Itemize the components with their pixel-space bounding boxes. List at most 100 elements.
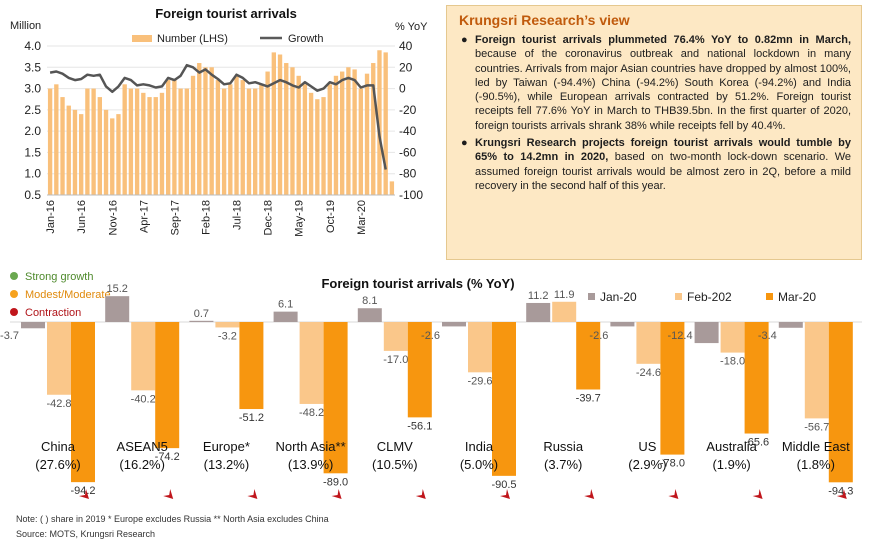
right-tick-label: 20 bbox=[399, 60, 413, 74]
bullet-dot-icon: ● bbox=[461, 137, 468, 150]
market-bar bbox=[442, 322, 466, 327]
legend-jan-label: Jan-20 bbox=[600, 290, 637, 304]
market-group: -3.7 -42.8 -94.2 China (27.6%) bbox=[0, 322, 96, 499]
legend-jan-swatch bbox=[588, 293, 595, 300]
market-bar bbox=[47, 322, 71, 395]
market-group: -2.6 -24.6 -78.0 US (2.9%) bbox=[589, 322, 685, 499]
left-tick-label: 1.5 bbox=[24, 145, 41, 159]
market-value-label: 6.1 bbox=[278, 299, 293, 311]
view-title: Krungsri Research’s view bbox=[459, 12, 630, 28]
market-name: Middle East bbox=[782, 439, 850, 454]
market-value-label: 8.1 bbox=[362, 295, 377, 307]
market-bar bbox=[576, 322, 601, 390]
contraction-arrow-icon bbox=[244, 486, 258, 499]
market-name: ASEAN5 bbox=[117, 439, 168, 454]
legend-number-swatch bbox=[132, 35, 152, 42]
market-value-label: -74.2 bbox=[155, 451, 180, 463]
market-bar bbox=[155, 322, 180, 449]
arrivals-bar bbox=[91, 88, 96, 195]
market-share: (1.8%) bbox=[797, 457, 835, 472]
market-value-label: -17.0 bbox=[383, 354, 408, 366]
market-value-label: -89.0 bbox=[323, 476, 348, 488]
market-bar bbox=[407, 322, 432, 418]
arrivals-bar bbox=[66, 105, 71, 195]
market-bar bbox=[720, 322, 745, 353]
source-line: Source: MOTS, Krungsri Research bbox=[16, 529, 155, 539]
arrivals-bar bbox=[54, 84, 59, 195]
market-bar bbox=[778, 322, 803, 328]
arrivals-bar bbox=[259, 84, 264, 195]
arrivals-bar bbox=[327, 84, 332, 195]
x-tick-label: Jan-16 bbox=[45, 200, 57, 234]
arrivals-bar bbox=[116, 114, 121, 195]
market-bar bbox=[636, 322, 661, 364]
arrivals-bar bbox=[358, 88, 363, 195]
market-share: (1.9%) bbox=[712, 457, 750, 472]
market-value-label: 15.2 bbox=[106, 283, 127, 295]
arrivals-bar bbox=[134, 88, 140, 195]
arrivals-bar bbox=[221, 88, 227, 195]
right-tick-label: -20 bbox=[399, 103, 417, 117]
contraction-arrow-icon bbox=[665, 486, 679, 499]
market-value-label: -56.1 bbox=[407, 420, 432, 432]
arrivals-bar bbox=[265, 71, 270, 195]
status-strong-label: Strong growth bbox=[25, 271, 93, 283]
market-value-label: -29.6 bbox=[467, 375, 492, 387]
x-tick-label: Nov-16 bbox=[107, 200, 119, 235]
market-share: (3.7%) bbox=[544, 457, 582, 472]
market-bar bbox=[694, 322, 719, 344]
arrivals-bar bbox=[79, 114, 84, 195]
legend-feb-swatch bbox=[675, 293, 682, 300]
market-name: CLMV bbox=[377, 439, 413, 454]
status-contraction-dot-icon bbox=[10, 308, 18, 316]
x-tick-label: Mar-20 bbox=[356, 200, 368, 235]
market-bar bbox=[323, 322, 348, 474]
status-contraction-label: Contraction bbox=[25, 307, 81, 319]
legend-mar-swatch bbox=[766, 293, 773, 300]
left-tick-label: 1.0 bbox=[24, 167, 41, 181]
market-value-label: -48.2 bbox=[299, 407, 324, 419]
market-bar bbox=[526, 302, 551, 322]
x-tick-label: Sep-17 bbox=[169, 200, 181, 235]
right-tick-label: 0 bbox=[399, 82, 406, 96]
status-strong-dot-icon bbox=[10, 272, 18, 280]
arrivals-bar bbox=[290, 67, 295, 195]
market-value-label: -3.2 bbox=[218, 330, 237, 342]
market-share: (5.0%) bbox=[460, 457, 498, 472]
arrivals-bar bbox=[352, 69, 357, 195]
market-value-label: 11.2 bbox=[528, 290, 549, 302]
view-bullet-1: ● Foreign tourist arrivals plummeted 76.… bbox=[459, 33, 851, 133]
x-tick-label: Jul-18 bbox=[232, 200, 244, 230]
x-tick-label: Dec-18 bbox=[263, 200, 275, 235]
arrivals-bar bbox=[60, 97, 65, 195]
arrivals-bar bbox=[302, 84, 308, 195]
arrivals-bar bbox=[203, 67, 208, 195]
arrivals-bar bbox=[128, 88, 134, 195]
legend-growth-label: Growth bbox=[288, 33, 323, 45]
left-tick-label: 3.5 bbox=[24, 60, 41, 74]
market-bar bbox=[828, 322, 853, 483]
market-bar bbox=[105, 296, 130, 322]
arrivals-bar bbox=[228, 84, 233, 195]
contraction-arrow-icon bbox=[76, 486, 89, 499]
arrivals-bar bbox=[271, 52, 276, 196]
contraction-arrow-icon bbox=[581, 486, 595, 499]
market-group: 0.7 -3.2 -51.2 Europe* (13.2%) bbox=[189, 308, 264, 499]
market-group: 6.1 -48.2 -89.0 North Asia** (13.9%) bbox=[273, 299, 348, 499]
market-name: North Asia** bbox=[276, 439, 346, 454]
arrivals-bar bbox=[321, 97, 326, 195]
market-name: China bbox=[41, 439, 76, 454]
market-value-label: 0.7 bbox=[194, 308, 209, 320]
market-bar bbox=[660, 322, 685, 455]
x-tick-label: Feb-18 bbox=[200, 200, 212, 235]
status-modest-dot-icon bbox=[10, 290, 18, 298]
contraction-arrow-icon bbox=[412, 486, 426, 499]
arrivals-bar bbox=[315, 99, 320, 195]
left-tick-label: 2.5 bbox=[24, 103, 41, 117]
arrivals-bar bbox=[296, 75, 301, 195]
left-tick-label: 0.5 bbox=[24, 188, 41, 202]
market-bar bbox=[21, 322, 45, 329]
top-chart-right-axis-label: % YoY bbox=[395, 21, 428, 33]
arrivals-bar bbox=[371, 63, 376, 196]
market-value-label: -12.4 bbox=[668, 330, 693, 342]
